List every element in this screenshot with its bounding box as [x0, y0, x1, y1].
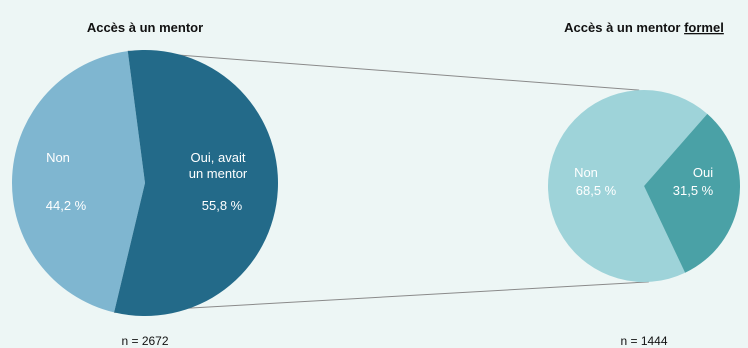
- pie-0-value-label-1: 55,8 %: [202, 198, 243, 213]
- left-pie-title: Accès à un mentor: [87, 20, 203, 35]
- pie-1-value-label-1: 31,5 %: [673, 183, 714, 198]
- left-pie-n-label: n = 2672: [121, 334, 168, 348]
- pie-1-slice-1: [644, 113, 740, 273]
- right-pie-title-emphasis: formel: [684, 20, 724, 35]
- pie-0-category-label-1-line-1: un mentor: [189, 166, 248, 181]
- pie-0-category-label-1-line-0: Oui, avait: [191, 150, 246, 165]
- pie-1-slice-0: [548, 90, 708, 283]
- pie-1-category-label-1: Oui: [693, 165, 713, 180]
- right-pie-n-label: n = 1444: [620, 334, 667, 348]
- pie-1-category-label-0: Non: [574, 165, 598, 180]
- right-pie: Non 68,5 % Oui 31,5 %: [548, 90, 740, 283]
- right-pie-title-prefix: Accès à un mentor: [564, 20, 684, 35]
- pie-0-category-label-0: Non: [46, 150, 70, 165]
- pie-0-slice-0: [11, 51, 146, 313]
- connector-line-top: [127, 50, 640, 91]
- pie-0-value-label-0: 44,2 %: [46, 198, 87, 213]
- right-pie-title: Accès à un mentor formel: [564, 20, 724, 35]
- pie-0-slice-1: [114, 50, 278, 316]
- connector-line-bottom: [114, 281, 649, 313]
- pie-1-value-label-0: 68,5 %: [576, 183, 617, 198]
